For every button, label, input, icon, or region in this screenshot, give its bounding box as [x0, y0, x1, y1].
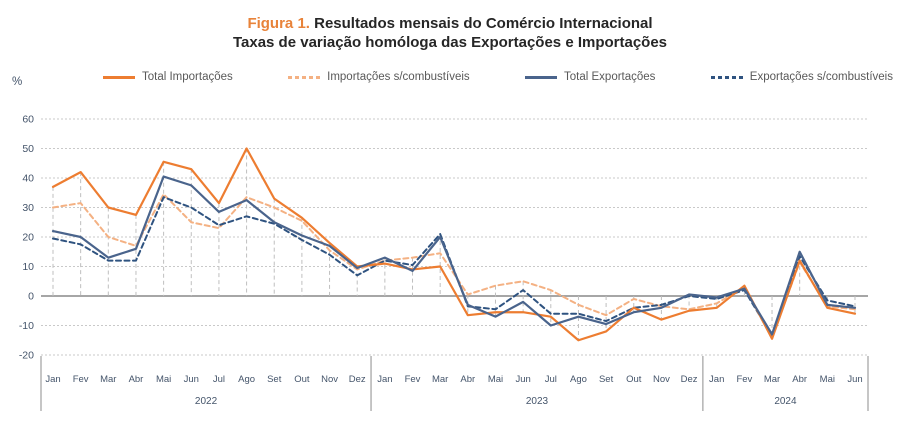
x-tick-label: Jun	[847, 374, 862, 385]
solid-line-swatch-icon	[525, 75, 558, 79]
x-tick-label: Nov	[653, 374, 670, 385]
x-tick-label: Mai	[820, 374, 835, 385]
x-tick-label: Ago	[570, 374, 587, 385]
y-tick-label-10: 10	[22, 261, 34, 273]
y-tick-label-20: 20	[22, 232, 34, 244]
x-tick-label: Jun	[515, 374, 530, 385]
legend-item-importacoes-sc: Importações s/combustíveis	[288, 71, 470, 83]
chart-subtitle: Taxas de variação homóloga das Exportaçõ…	[232, 34, 668, 51]
dashed-line-swatch-icon	[288, 75, 321, 79]
dashed-line-swatch-icon	[710, 75, 743, 79]
x-tick-label: Dez	[681, 374, 698, 385]
x-tick-label: Abr	[460, 374, 475, 385]
chart-legend: Total Importações Importações s/combustí…	[103, 71, 893, 83]
x-tick-label: Out	[626, 374, 642, 385]
y-tick-label-40: 40	[22, 173, 34, 185]
y-tick-label--10: -10	[19, 320, 34, 332]
figure-number-label: Figura 1.	[247, 15, 310, 32]
x-tick-label: Mai	[488, 374, 503, 385]
legend-label: Importações s/combustíveis	[327, 71, 470, 83]
series-line-importa-es-s-combust-veis	[52, 193, 856, 339]
x-tick-label: Jan	[709, 374, 724, 385]
legend-label: Exportações s/combustíveis	[749, 71, 893, 83]
legend-item-total-importacoes: Total Importações	[103, 71, 233, 83]
year-label-2023: 2023	[526, 396, 549, 407]
x-tick-label: Mar	[764, 374, 780, 385]
y-tick-label-60: 60	[22, 114, 34, 126]
chart-title: Figura 1. Resultados mensais do Comércio…	[0, 14, 900, 52]
x-tick-label: Fev	[73, 374, 89, 385]
x-tick-label: Abr	[129, 374, 144, 385]
x-tick-label: Mai	[156, 374, 171, 385]
year-label-2022: 2022	[195, 396, 218, 407]
y-tick-label--20: -20	[19, 350, 34, 362]
legend-label: Total Importações	[142, 71, 233, 83]
x-tick-label: Fev	[405, 374, 421, 385]
series-line-total-exporta-es	[51, 175, 857, 336]
chart-title-text: Resultados mensais do Comércio Internaci…	[314, 15, 653, 32]
legend-item-total-exportacoes: Total Exportações	[525, 71, 655, 83]
x-tick-label: Ago	[238, 374, 255, 385]
chart-title-line1: Figura 1. Resultados mensais do Comércio…	[0, 14, 900, 33]
y-tick-label-30: 30	[22, 202, 34, 214]
x-tick-label: Dez	[349, 374, 366, 385]
solid-line-swatch-icon	[103, 75, 135, 79]
x-tick-label: Set	[267, 374, 282, 385]
x-tick-label: Out	[294, 374, 310, 385]
x-tick-label: Jul	[213, 374, 225, 385]
x-tick-label: Mar	[100, 374, 116, 385]
x-tick-label: Jun	[184, 374, 199, 385]
y-tick-label-50: 50	[22, 143, 34, 155]
x-tick-label: Fev	[736, 374, 752, 385]
y-tick-label-0: 0	[28, 291, 34, 303]
y-axis-unit-label: %	[12, 76, 23, 88]
x-tick-label: Jan	[45, 374, 60, 385]
x-tick-label: Jul	[545, 374, 557, 385]
legend-item-exportacoes-sc: Exportações s/combustíveis	[710, 71, 893, 83]
x-tick-label: Mar	[432, 374, 448, 385]
legend-label: Total Exportações	[564, 71, 656, 83]
x-tick-label: Nov	[321, 374, 338, 385]
x-tick-label: Abr	[792, 374, 807, 385]
series-line-total-importa-es	[51, 147, 857, 342]
x-tick-label: Jan	[377, 374, 392, 385]
year-label-2024: 2024	[774, 396, 797, 407]
x-tick-label: Set	[599, 374, 614, 385]
